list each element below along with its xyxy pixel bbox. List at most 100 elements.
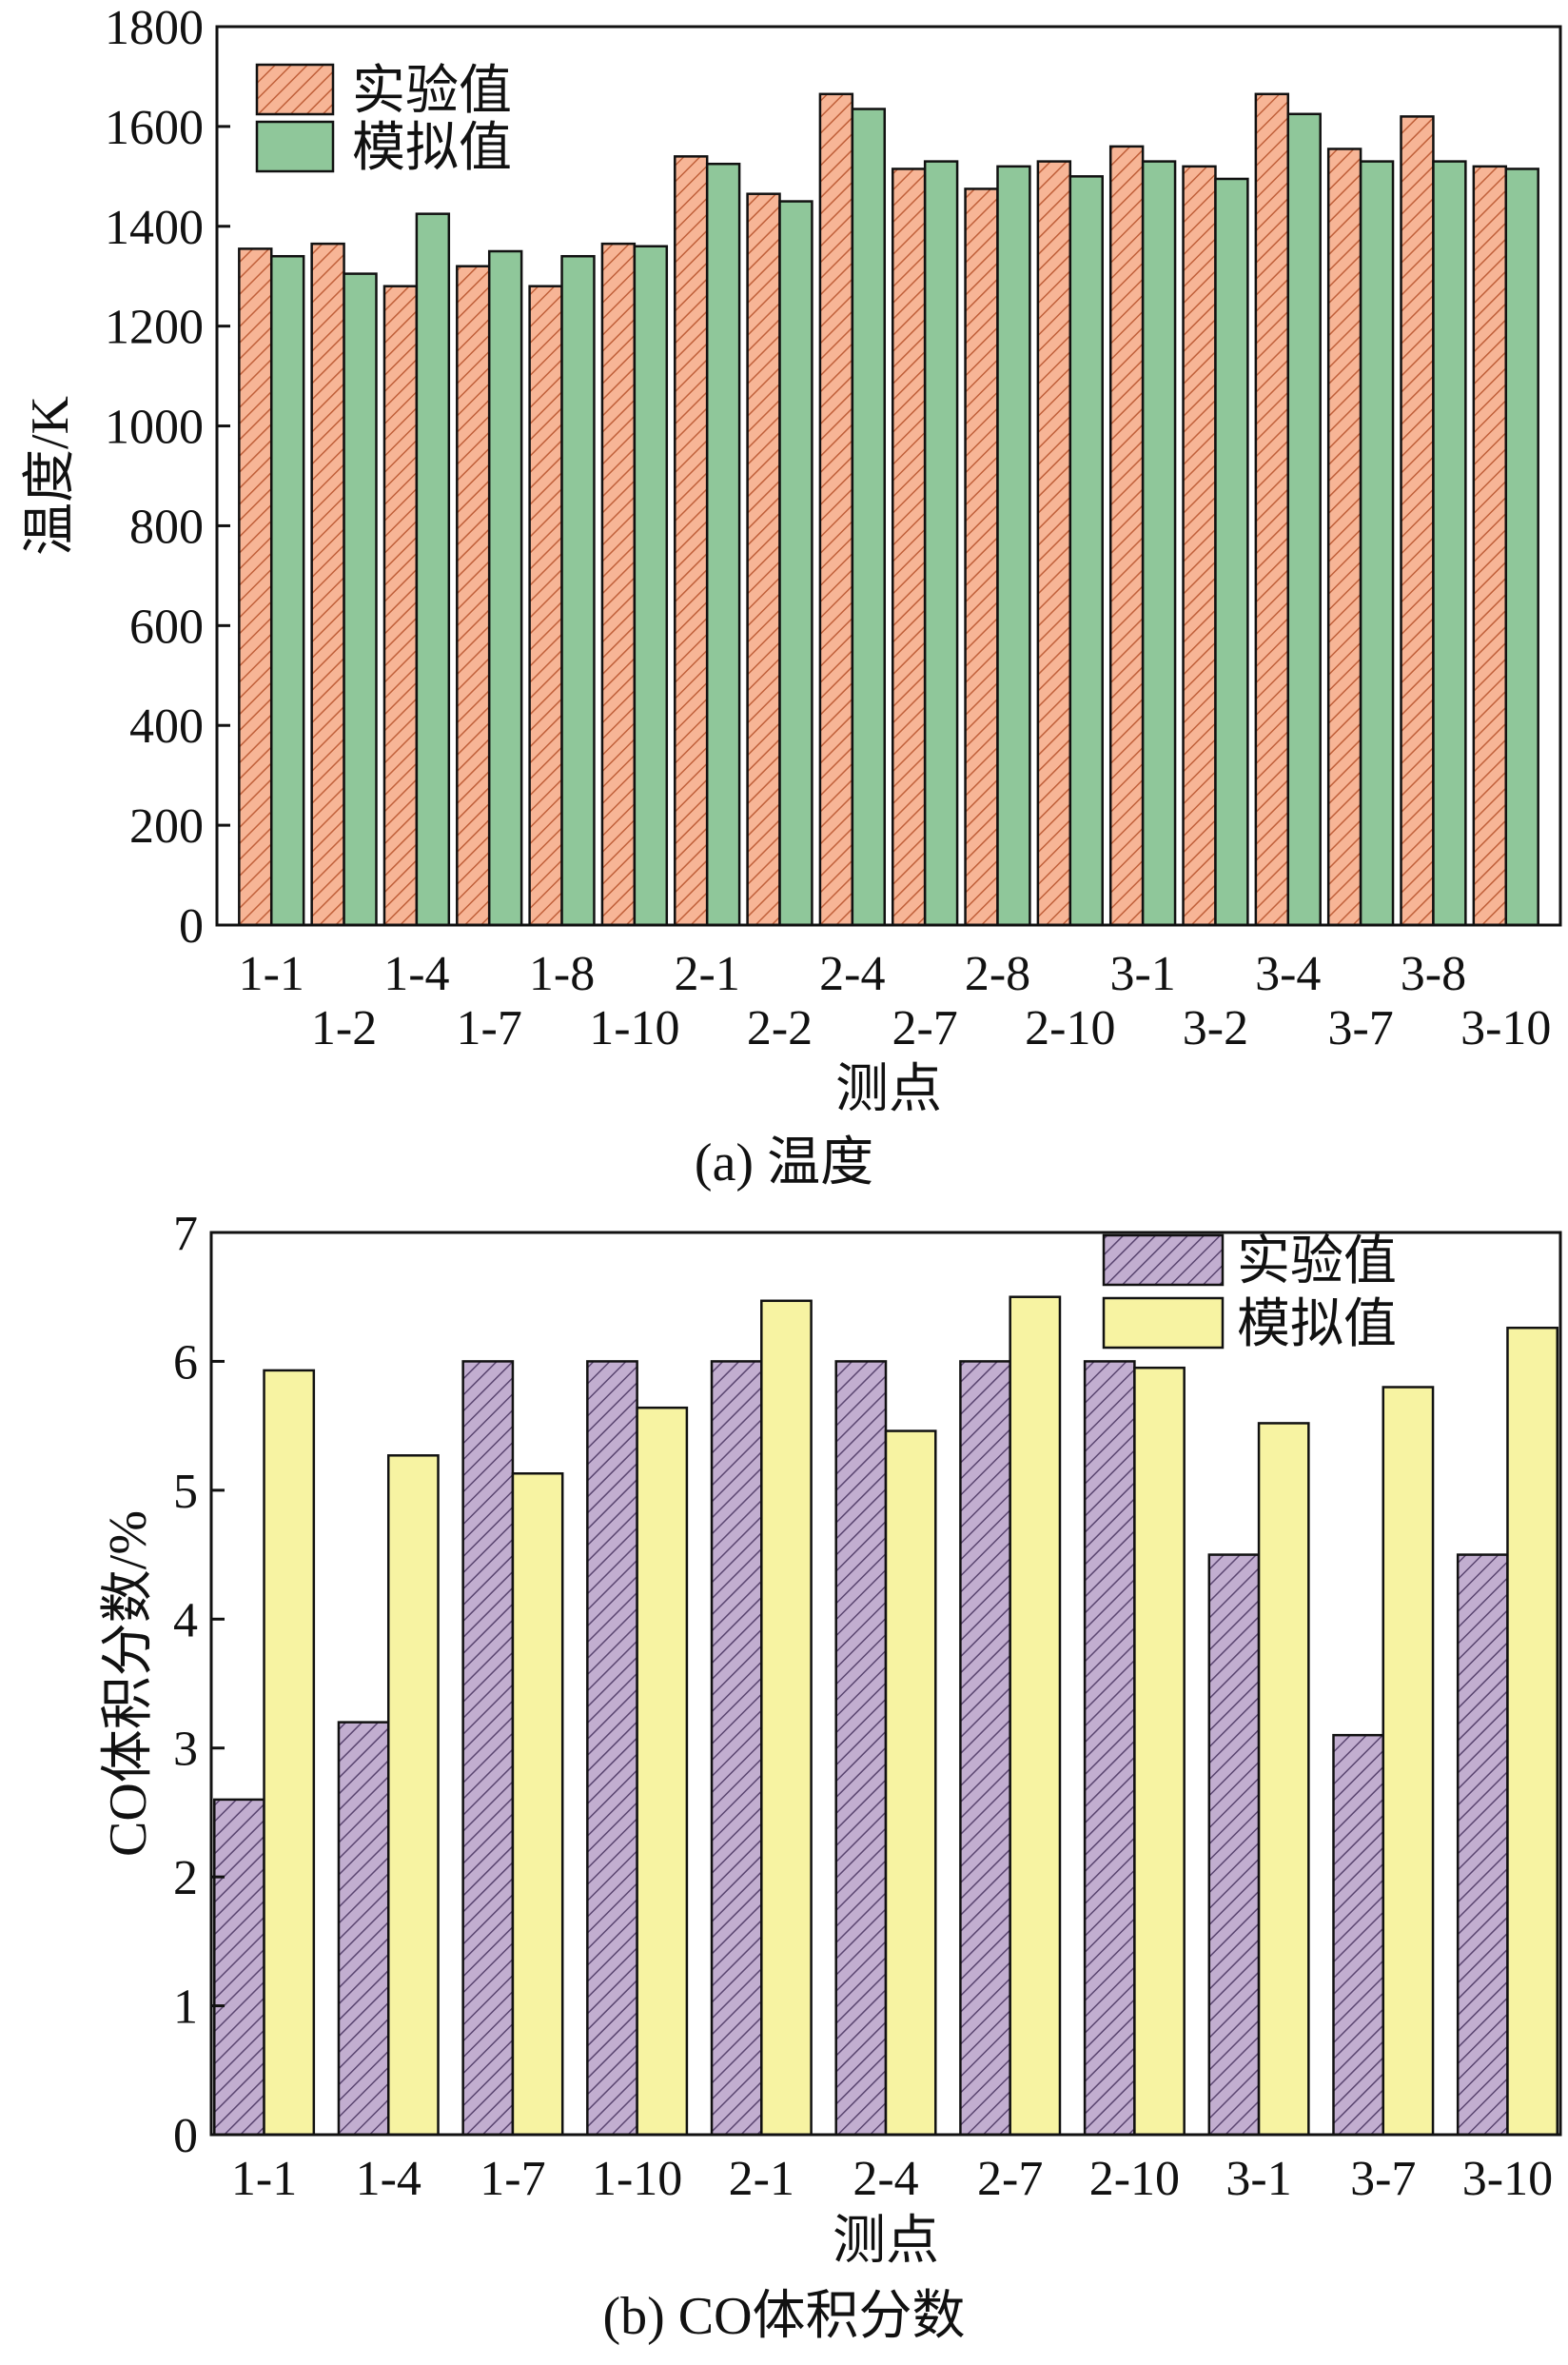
y-tick-label: 600 (129, 600, 204, 654)
bar-2-4-series-1 (818, 92, 854, 927)
legend-label-2: 模拟值 (1237, 1295, 1397, 1354)
x-axis-title: 测点 (835, 1060, 942, 1119)
legend-swatch-2 (1102, 1296, 1225, 1350)
bar-3-2-series-2 (1214, 177, 1249, 927)
chart-caption: (b) CO体积分数 (602, 2287, 965, 2346)
bar-1-7-series-1 (456, 265, 491, 927)
y-tick-label: 1 (173, 1981, 198, 2035)
bar-1-1-series-2 (269, 254, 305, 927)
y-tick-label: 3 (173, 1723, 198, 1777)
bar-3-10-series-2 (1506, 1326, 1558, 2137)
y-tick-label: 200 (129, 799, 204, 854)
x-tick-label-2-10: 2-10 (1089, 2152, 1180, 2206)
x-tick-label-1-1: 1-1 (239, 947, 304, 1001)
bar-2-1-series-2 (760, 1299, 813, 2137)
co-fraction-chart: 0 1 2 3 4 5 6 7 1-1 1-4 1-7 1-10 2-1 2-4 2-7 2-10 3-1 3-7… (99, 1207, 1562, 2346)
bar-2-7-series-2 (923, 160, 959, 927)
y-tick-label: 400 (129, 700, 204, 754)
legend-swatch-2 (255, 120, 335, 173)
bar-1-7-series-1 (461, 1360, 515, 2137)
bar-2-1-series-1 (710, 1360, 763, 2137)
x-tick-label-3-1: 3-1 (1109, 947, 1175, 1001)
y-tick-label: 1200 (105, 301, 204, 355)
y-tick-label: 1400 (105, 201, 204, 255)
bar-2-7-series-1 (891, 168, 927, 927)
bar-1-1-series-1 (213, 1798, 265, 2137)
x-tick-label-2-1: 2-1 (675, 947, 740, 1001)
bar-1-7-series-2 (511, 1472, 564, 2137)
y-tick-label: 5 (173, 1465, 198, 1519)
bar-2-10-series-1 (1036, 160, 1072, 927)
chart-caption: (a) 温度 (695, 1133, 873, 1192)
y-tick-label: 0 (179, 899, 204, 954)
x-tick-label-2-1: 2-1 (729, 2152, 794, 2206)
bar-2-1-series-1 (674, 155, 709, 927)
bar-2-7-series-2 (1009, 1295, 1062, 2137)
y-tick-label: 1600 (105, 101, 204, 155)
legend-label-1: 实验值 (1237, 1232, 1397, 1291)
x-tick-label-2-4: 2-4 (819, 947, 885, 1001)
bar-3-1-series-2 (1257, 1422, 1310, 2137)
x-tick-label-1-10: 1-10 (592, 2152, 682, 2206)
x-tick-label-1-7: 1-7 (457, 1001, 522, 1055)
bar-3-7-series-1 (1332, 1733, 1385, 2137)
bar-2-10-series-1 (1083, 1360, 1136, 2137)
x-tick-label-1-8: 1-8 (529, 947, 595, 1001)
bar-3-4-series-2 (1286, 112, 1322, 927)
bar-2-2-series-1 (746, 192, 781, 927)
x-tick-label-2-2: 2-2 (747, 1001, 813, 1055)
bar-1-2-series-2 (343, 272, 378, 927)
bar-1-1-series-2 (263, 1369, 316, 2137)
y-tick-label: 7 (173, 1207, 198, 1261)
y-tick-label: 1000 (105, 401, 204, 455)
x-tick-label-3-10: 3-10 (1460, 1001, 1551, 1055)
bar-3-7-series-2 (1382, 1386, 1435, 2137)
legend-label-2: 模拟值 (352, 119, 512, 178)
bar-3-1-series-2 (1141, 160, 1177, 927)
x-tick-label-3-4: 3-4 (1255, 947, 1321, 1001)
y-tick-label: 4 (173, 1593, 198, 1647)
x-tick-label-1-1: 1-1 (231, 2152, 297, 2206)
y-tick-label: 2 (173, 1851, 198, 1905)
bar-2-7-series-1 (959, 1360, 1011, 2137)
x-tick-label-2-7: 2-7 (892, 1001, 957, 1055)
y-tick-label: 0 (173, 2109, 198, 2163)
x-tick-label-1-2: 1-2 (311, 1001, 377, 1055)
x-tick-label-3-2: 3-2 (1183, 1001, 1248, 1055)
y-tick-label: 1800 (105, 1, 204, 55)
bar-1-2-series-1 (310, 242, 345, 927)
bar-2-1-series-2 (705, 162, 741, 927)
bar-3-7-series-1 (1326, 148, 1362, 927)
bar-2-8-series-2 (996, 165, 1031, 927)
bar-2-10-series-2 (1133, 1366, 1186, 2137)
bar-2-2-series-2 (778, 200, 813, 927)
legend-swatch-1 (255, 63, 335, 116)
x-tick-label-1-4: 1-4 (383, 947, 449, 1001)
bar-3-1-series-1 (1207, 1553, 1261, 2137)
x-tick-label-3-7: 3-7 (1327, 1001, 1393, 1055)
bar-1-8-series-1 (528, 285, 563, 927)
bar-1-8-series-2 (560, 254, 596, 927)
x-tick-label-1-10: 1-10 (589, 1001, 679, 1055)
bar-3-10-series-1 (1472, 165, 1507, 927)
x-tick-label-1-4: 1-4 (356, 2152, 421, 2206)
legend-label-1: 实验值 (352, 62, 512, 121)
x-tick-label-2-7: 2-7 (977, 2152, 1043, 2206)
x-tick-label-2-8: 2-8 (965, 947, 1030, 1001)
bar-1-10-series-1 (586, 1360, 638, 2137)
x-axis-title: 测点 (833, 2212, 939, 2271)
x-tick-label-2-10: 2-10 (1025, 1001, 1115, 1055)
bar-1-4-series-1 (382, 285, 419, 927)
bar-3-7-series-2 (1359, 160, 1395, 927)
x-tick-label-1-7: 1-7 (480, 2152, 545, 2206)
bar-2-4-series-1 (834, 1360, 888, 2137)
bar-3-10-series-1 (1456, 1553, 1509, 2137)
y-tick-label: 800 (129, 500, 204, 554)
bar-1-10-series-2 (633, 245, 669, 927)
bar-1-1-series-1 (238, 247, 273, 927)
bar-1-4-series-2 (415, 212, 451, 927)
bar-3-8-series-1 (1400, 115, 1435, 927)
bar-3-10-series-2 (1504, 168, 1539, 927)
bar-1-4-series-2 (386, 1454, 440, 2137)
